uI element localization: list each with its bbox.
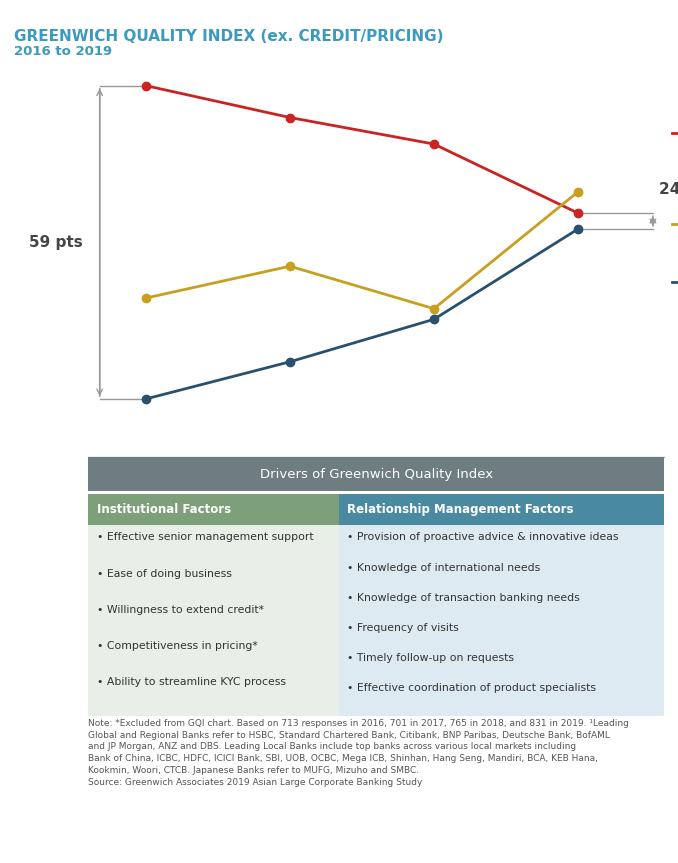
Bar: [88, 494, 339, 525]
Text: GREENWICH QUALITY INDEX (ex. CREDIT/PRICING): GREENWICH QUALITY INDEX (ex. CREDIT/PRIC…: [14, 29, 443, 44]
Text: Institutional Factors: Institutional Factors: [97, 502, 231, 516]
Bar: [339, 525, 664, 716]
Text: 59 pts: 59 pts: [28, 235, 83, 249]
Text: • Knowledge of international needs: • Knowledge of international needs: [347, 563, 541, 573]
Text: Relationship Management Factors: Relationship Management Factors: [347, 502, 574, 516]
Text: 2016 to 2019: 2016 to 2019: [14, 45, 112, 58]
Text: Note: *Excluded from GQI chart. Based on 713 responses in 2016, 701 in 2017, 765: Note: *Excluded from GQI chart. Based on…: [88, 719, 629, 787]
Text: • Effective coordination of product specialists: • Effective coordination of product spec…: [347, 683, 597, 694]
Text: • Ability to streamline KYC process: • Ability to streamline KYC process: [97, 677, 286, 688]
Text: • Frequency of visits: • Frequency of visits: [347, 623, 459, 633]
Text: • Knowledge of transaction banking needs: • Knowledge of transaction banking needs: [347, 593, 580, 603]
Bar: [88, 457, 664, 491]
Text: • Willingness to extend credit*: • Willingness to extend credit*: [97, 605, 264, 615]
Text: • Competitiveness in pricing*: • Competitiveness in pricing*: [97, 641, 258, 652]
Text: • Ease of doing business: • Ease of doing business: [97, 569, 232, 579]
Bar: [88, 525, 339, 716]
Bar: [339, 494, 664, 525]
Text: 24 pts: 24 pts: [659, 182, 678, 197]
Text: • Effective senior management support: • Effective senior management support: [97, 532, 313, 543]
Text: • Timely follow-up on requests: • Timely follow-up on requests: [347, 653, 515, 664]
Text: • Provision of proactive advice & innovative ideas: • Provision of proactive advice & innova…: [347, 532, 619, 543]
Text: Drivers of Greenwich Quality Index: Drivers of Greenwich Quality Index: [260, 468, 493, 481]
